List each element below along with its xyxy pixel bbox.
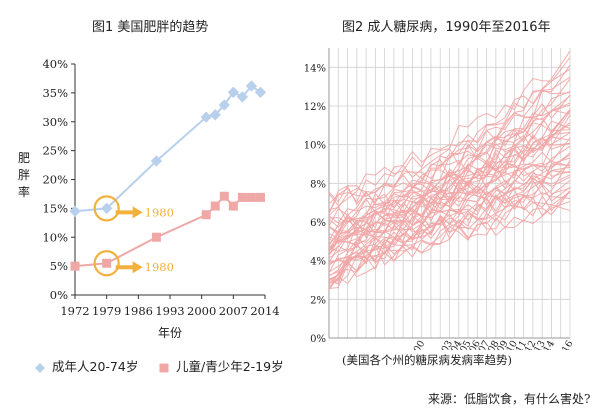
- annotation-label: 1980: [145, 260, 174, 274]
- x-tick-label: 14: [542, 339, 558, 350]
- data-point: [210, 201, 220, 211]
- x-tick-label: 03: [440, 339, 456, 350]
- x-tick-label: 2007: [219, 304, 248, 318]
- square-marker-icon: [159, 363, 169, 372]
- diamond-marker-icon: [35, 362, 45, 373]
- source-note: 来源：低脂饮食，有什么害处?: [428, 392, 591, 406]
- x-tick-label: 06: [467, 339, 483, 350]
- series-line-1: [74, 194, 261, 268]
- x-tick-label: 10: [504, 339, 520, 350]
- y-tick-label: 40%: [42, 57, 68, 71]
- data-point: [151, 232, 161, 242]
- y-tick-label: 25%: [42, 144, 68, 158]
- state-line: [328, 109, 571, 245]
- data-point: [70, 261, 80, 271]
- y-tick-label: 30%: [42, 115, 68, 129]
- y-tick-label: 6%: [310, 218, 326, 229]
- data-point: [246, 192, 256, 202]
- legend-child-label: 儿童/青少年2-19岁: [176, 359, 284, 374]
- legend-child: 儿童/青少年2-19岁: [158, 356, 284, 375]
- chart2-plot: 0%2%4%6%8%10%12%14%00 0304050607080910111…: [304, 48, 576, 350]
- y-tick-label: 15%: [42, 201, 68, 215]
- data-point: [228, 201, 238, 211]
- state-line: [328, 124, 571, 240]
- legend-adult: 成年人20-74岁: [34, 356, 138, 375]
- x-tick-label: 16: [560, 339, 576, 350]
- data-point: [237, 192, 247, 202]
- y-tick-label: 2%: [310, 295, 326, 306]
- data-point: [255, 192, 265, 202]
- data-point: [150, 155, 163, 167]
- state-line: [328, 122, 571, 233]
- state-line: [328, 114, 571, 264]
- y-tick-label: 20%: [42, 173, 68, 187]
- x-tick-label: 12: [523, 339, 539, 350]
- state-line: [328, 157, 571, 234]
- state-line: [328, 191, 571, 250]
- y-tick-label: 0%: [50, 288, 68, 302]
- state-line: [328, 162, 571, 249]
- data-point: [201, 210, 211, 220]
- state-line: [328, 89, 571, 207]
- x-tick-label: 11: [514, 339, 530, 350]
- state-line: [328, 142, 571, 247]
- state-line: [328, 109, 571, 205]
- state-line: [328, 109, 571, 249]
- state-line: [328, 64, 571, 274]
- x-tick-label: 07: [477, 339, 493, 350]
- y-tick-label: 10%: [304, 141, 326, 152]
- state-line: [328, 184, 571, 243]
- x-tick-label: 00: [412, 339, 428, 350]
- y-tick-label: 8%: [310, 179, 326, 190]
- annotation-label: 1980: [145, 205, 174, 219]
- data-point: [219, 191, 229, 201]
- x-tick-label: 2014: [250, 304, 279, 318]
- chart1-title: 图1 美国肥胖的趋势: [92, 20, 209, 35]
- chart2-xlabel: (美国各个州的糖尿病发病率趋势): [342, 353, 512, 367]
- chart1-plot: 0% 5% 10% 15% 20% 25% 30% 35% 40% 1972 1979 1986 199…: [18, 57, 280, 340]
- data-point: [102, 258, 112, 268]
- annotation-arrowhead: [132, 206, 143, 219]
- y-tick-label: 0%: [310, 334, 326, 345]
- y-axis-label: 肥胖率: [18, 151, 30, 199]
- series-line-0: [74, 84, 262, 213]
- y-tick-label: 4%: [310, 257, 326, 268]
- state-line: [328, 132, 571, 256]
- x-tick-label: 04: [449, 339, 465, 350]
- x-tick-label: 2000: [187, 304, 216, 318]
- state-line: [328, 109, 571, 227]
- y-tick-label: 35%: [42, 86, 68, 100]
- x-tick-label: 05: [458, 339, 474, 350]
- highlight-circle: [93, 195, 120, 222]
- state-line: [328, 160, 571, 224]
- state-line: [328, 180, 571, 289]
- state-line: [328, 102, 571, 276]
- highlight-circle: [93, 250, 120, 277]
- x-tick-label: 1986: [124, 304, 153, 318]
- x-axis-label: 年份: [158, 326, 182, 340]
- state-line: [328, 192, 571, 241]
- x-tick-label: 08: [486, 339, 502, 350]
- x-tick-label: 13: [532, 339, 548, 350]
- y-tick-label: 10%: [42, 230, 68, 244]
- x-tick-label: 1993: [155, 304, 184, 318]
- x-tick-label: 1979: [92, 304, 121, 318]
- y-tick-label: 5%: [50, 259, 68, 273]
- state-line: [328, 57, 571, 252]
- state-line: [328, 95, 571, 285]
- annotation-arrowhead: [132, 261, 143, 274]
- data-point: [69, 205, 81, 217]
- chart2-title: 图2 成人糖尿病，1990年至2016年: [342, 20, 551, 35]
- legend-adult-label: 成年人20-74岁: [52, 359, 139, 374]
- state-line: [328, 176, 571, 285]
- state-line: [328, 154, 571, 206]
- y-tick-label: 14%: [304, 63, 326, 74]
- state-line: [328, 162, 571, 256]
- y-tick-label: 12%: [304, 102, 326, 113]
- state-line: [328, 174, 571, 284]
- x-tick-label: 09: [495, 339, 511, 350]
- x-tick-label: 1972: [60, 304, 89, 318]
